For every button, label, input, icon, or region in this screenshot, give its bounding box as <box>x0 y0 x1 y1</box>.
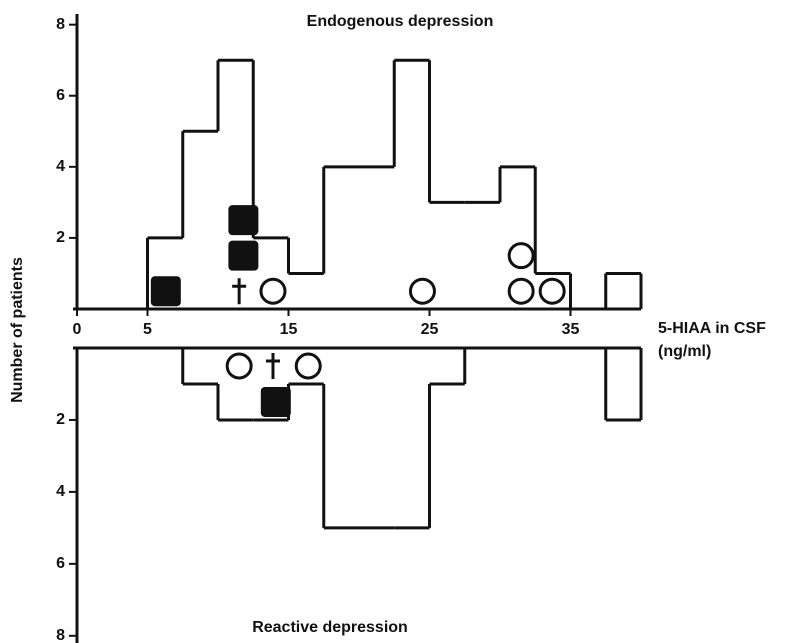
x-axis-label: 5-HIAA in CSF <box>658 320 766 337</box>
histogram-outline <box>181 348 643 528</box>
patient-circle <box>507 242 535 270</box>
y-tick-label: 2 <box>56 411 65 428</box>
y-tick-label: 8 <box>56 627 65 643</box>
patient-cross <box>265 352 280 379</box>
top-title: Endogenous depression <box>307 13 494 30</box>
patient-circle <box>259 277 287 305</box>
y-tick-label: 6 <box>56 87 65 104</box>
y-tick-label: 8 <box>56 16 65 33</box>
patient-circle <box>225 352 253 380</box>
patient-circle <box>538 277 566 305</box>
y-axis-label: Number of patients <box>9 257 26 403</box>
patient-square <box>228 240 259 271</box>
patient-circle <box>408 277 436 305</box>
y-tick-label: 4 <box>56 158 65 175</box>
bottom-title: Reactive depression <box>252 619 408 636</box>
patient-square <box>228 205 259 236</box>
x-tick-label: 25 <box>421 321 439 338</box>
x-tick-label: 5 <box>143 321 152 338</box>
patient-circle <box>294 352 322 380</box>
patient-circle <box>507 277 535 305</box>
patient-square <box>260 386 291 417</box>
y-tick-label: 4 <box>56 483 65 500</box>
x-axis-unit: (ng/ml) <box>658 343 711 360</box>
patient-square <box>150 276 181 307</box>
y-tick-label: 6 <box>56 555 65 572</box>
x-tick-label: 35 <box>562 321 580 338</box>
y-tick-label: 2 <box>56 229 65 246</box>
x-tick-label: 15 <box>280 321 298 338</box>
histogram-outline <box>146 60 643 309</box>
patient-cross <box>232 278 247 305</box>
x-tick-label: 0 <box>73 321 82 338</box>
